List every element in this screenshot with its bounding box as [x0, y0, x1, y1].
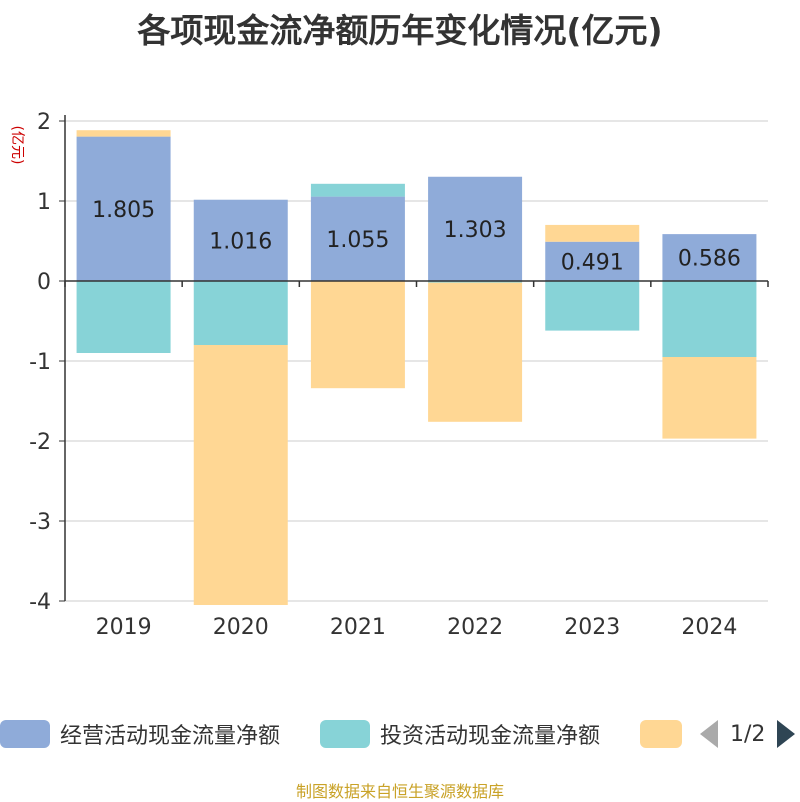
y-tick-label: 1	[37, 190, 51, 215]
x-tick-label: 2023	[564, 615, 620, 640]
legend-swatch-operating	[0, 720, 50, 748]
chart-area: 2 1 0 -1 -2 -3 -4 (亿元) 1.805 1.016 1.055 1.303 0.491…	[9, 110, 769, 640]
bar-2020-series-1	[193, 281, 288, 345]
y-axis-label: (亿元)	[9, 126, 25, 165]
x-tick-label: 2021	[330, 615, 386, 640]
bar-2024-series-0	[662, 234, 757, 281]
legend-pager: 1/2	[700, 716, 796, 752]
y-tick-label: -3	[29, 510, 51, 535]
data-label: 1.055	[326, 228, 389, 253]
bar-2022-series-1	[428, 281, 523, 283]
bar-2020-series-2	[193, 345, 288, 605]
bar-2019-series-1	[76, 281, 171, 353]
bar-2021-series-0	[310, 196, 405, 281]
legend-item-financing[interactable]	[640, 716, 682, 752]
data-label: 0.491	[561, 250, 624, 275]
y-tick-label: 0	[37, 270, 51, 295]
y-tick-label: -4	[29, 590, 51, 615]
bar-2023-series-2	[545, 224, 640, 242]
legend-item-operating[interactable]: 经营活动现金流量净额	[0, 716, 280, 752]
bar-2019-series-2	[76, 130, 171, 137]
legend: 经营活动现金流量净额 投资活动现金流量净额 1/2	[0, 716, 800, 756]
data-source-note: 制图数据来自恒生聚源数据库	[295, 782, 504, 801]
legend-swatch-investing	[320, 720, 370, 748]
y-tick-label: 2	[37, 110, 51, 135]
chart-title: 各项现金流净额历年变化情况(亿元)	[137, 11, 663, 50]
bar-2022-series-0	[428, 176, 523, 281]
data-label: 1.016	[209, 229, 272, 254]
legend-label-operating: 经营活动现金流量净额	[60, 724, 281, 749]
bar-2024-series-1	[662, 281, 757, 357]
legend-page-indicator: 1/2	[730, 721, 766, 747]
data-label: 0.586	[678, 247, 741, 272]
bar-2024-series-2	[662, 357, 757, 439]
data-label: 1.805	[92, 198, 155, 223]
bar-2021-series-2	[310, 281, 405, 389]
x-tick-label: 2020	[213, 615, 269, 640]
legend-label-investing: 投资活动现金流量净额	[380, 724, 601, 749]
x-tick-label: 2019	[96, 615, 152, 640]
previous-page-icon[interactable]	[700, 720, 718, 748]
y-tick-label: -1	[29, 350, 51, 375]
bar-2020-series-0	[193, 199, 288, 281]
bar-2019-series-0	[76, 136, 171, 281]
data-label: 1.303	[444, 218, 507, 243]
x-tick-label: 2024	[681, 615, 737, 640]
bar-2021-series-1	[310, 183, 405, 197]
bar-2023-series-1	[545, 281, 640, 331]
x-tick-label: 2022	[447, 615, 503, 640]
next-page-icon[interactable]	[777, 720, 796, 748]
y-tick-label: -2	[29, 430, 51, 455]
legend-item-investing[interactable]: 投资活动现金流量净额	[320, 716, 600, 752]
legend-swatch-financing	[640, 720, 682, 748]
bar-2023-series-0	[545, 241, 640, 281]
bar-2022-series-2	[428, 282, 523, 422]
